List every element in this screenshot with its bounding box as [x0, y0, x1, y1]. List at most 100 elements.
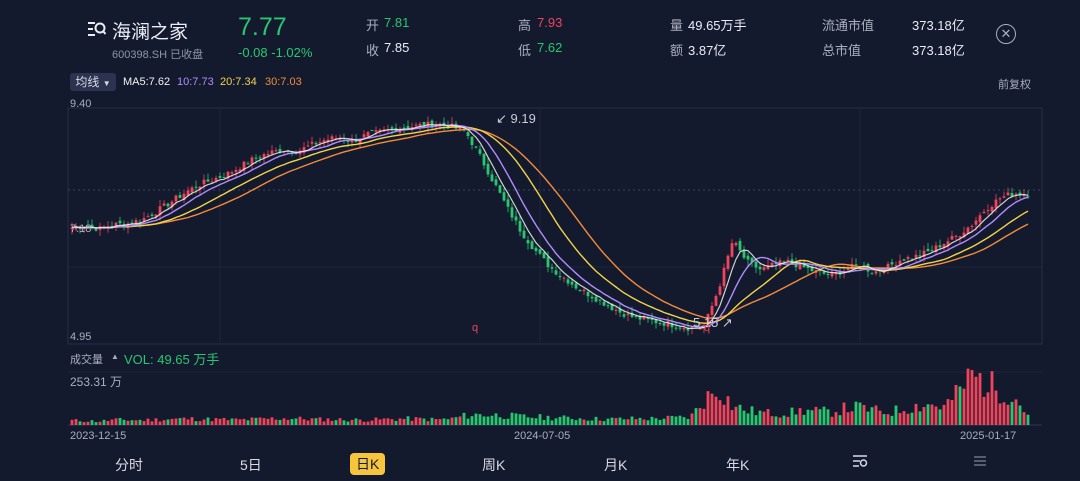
volume-bar — [850, 411, 854, 425]
candle-body — [230, 172, 234, 174]
volume-bar — [562, 415, 566, 425]
volume-bar — [206, 417, 210, 425]
volume-bar — [682, 417, 686, 425]
candle-body — [974, 220, 978, 225]
candle-body — [954, 235, 958, 237]
volume-bar — [818, 409, 822, 425]
candle-body — [210, 181, 214, 183]
volume-bar — [678, 415, 682, 425]
candle-body — [594, 296, 598, 302]
candle-body — [514, 216, 518, 221]
ma20-line — [71, 126, 1029, 324]
candle-body — [1018, 192, 1022, 196]
candle-body — [766, 265, 770, 269]
candle-body — [306, 145, 310, 147]
adjust-mode[interactable]: 前复权 — [998, 79, 1031, 91]
low-value: 7.62 — [537, 40, 563, 55]
candle-body — [1022, 194, 1026, 196]
candle-body — [406, 126, 410, 129]
vol-dropdown-icon[interactable]: ▲ — [111, 352, 119, 361]
candle-body — [542, 252, 546, 259]
volume-bar — [534, 418, 538, 425]
volume-bar — [266, 418, 270, 425]
volume-bar — [178, 418, 182, 425]
candle-body — [626, 313, 630, 315]
volume-bar — [750, 406, 754, 425]
candle-body — [906, 256, 910, 259]
volume-bar — [998, 403, 1002, 425]
volume-bar — [922, 407, 926, 425]
candle-body — [222, 177, 226, 179]
candle-body — [370, 129, 374, 131]
tab-monthly-k[interactable]: 月K — [604, 457, 628, 473]
indicator-settings-icon[interactable] — [852, 453, 868, 472]
volume-bar — [578, 418, 582, 425]
volume-bar — [342, 420, 346, 425]
candle-body — [402, 127, 406, 129]
volume-bar — [842, 402, 846, 425]
volume-bar — [502, 419, 506, 425]
volume-bar — [826, 409, 830, 425]
candle-body — [986, 210, 990, 212]
volume-bar — [350, 419, 354, 425]
volume-bar — [442, 418, 446, 425]
candle-body — [590, 296, 594, 299]
period-tabs: 分时 5日 日K 周K 月K 年K — [0, 449, 1080, 481]
ma5-value: MA5:7.62 — [123, 76, 171, 88]
volume-bar — [98, 421, 102, 425]
candle-body — [354, 139, 358, 142]
candle-body — [810, 266, 814, 272]
candle-body — [538, 249, 542, 254]
volume-bar — [234, 418, 238, 425]
candle-body — [266, 154, 270, 156]
close-icon[interactable]: ✕ — [996, 24, 1016, 44]
candle-body — [982, 211, 986, 214]
volume-bar — [482, 416, 486, 425]
candle-body — [610, 304, 614, 310]
volume-bar — [170, 418, 174, 425]
volume-bar — [298, 416, 302, 425]
indicator-selector[interactable]: 均线 ▼ — [70, 73, 116, 91]
volume-bar — [950, 400, 954, 425]
candle-body — [794, 262, 798, 268]
volume-bar — [322, 421, 326, 425]
candle-body — [558, 276, 562, 278]
price-change: -0.08 -1.02% — [238, 45, 313, 60]
candle-body — [330, 136, 334, 140]
tab-yearly-k[interactable]: 年K — [726, 457, 750, 473]
candle-body — [962, 232, 966, 238]
tab-timeshare[interactable]: 分时 — [115, 457, 143, 473]
ma30-value: 30:7.03 — [265, 76, 302, 88]
volume-bar — [958, 386, 962, 425]
volume-bar — [930, 404, 934, 425]
volume-bar — [558, 416, 562, 425]
volume-bar — [618, 417, 622, 425]
candle-body — [198, 186, 202, 190]
more-menu-icon[interactable] — [972, 453, 988, 472]
volume-bar — [174, 418, 178, 425]
candle-body — [850, 264, 854, 269]
candle-body — [430, 120, 434, 128]
volume-value: 49.65万手 — [688, 18, 747, 33]
candle-body — [742, 250, 746, 258]
event-marker-icon[interactable]: q — [472, 322, 479, 334]
event-marker-icon[interactable]: q — [704, 322, 711, 334]
volume-bar — [718, 400, 722, 425]
candle-body — [130, 222, 134, 225]
candle-body — [870, 273, 874, 275]
candle-body — [802, 263, 806, 268]
candle-body — [582, 289, 586, 292]
volume-bar — [674, 416, 678, 425]
volume-bar — [82, 422, 86, 425]
tab-5day[interactable]: 5日 — [240, 457, 262, 473]
candle-body — [346, 141, 350, 143]
tab-daily-k[interactable]: 日K — [350, 453, 386, 475]
volume-bar — [990, 371, 994, 425]
candle-body — [642, 316, 646, 320]
tab-weekly-k[interactable]: 周K — [482, 457, 506, 473]
volume-bar — [918, 411, 922, 425]
volume-bar — [602, 421, 606, 425]
candle-body — [918, 255, 922, 257]
candle-body — [730, 243, 734, 257]
